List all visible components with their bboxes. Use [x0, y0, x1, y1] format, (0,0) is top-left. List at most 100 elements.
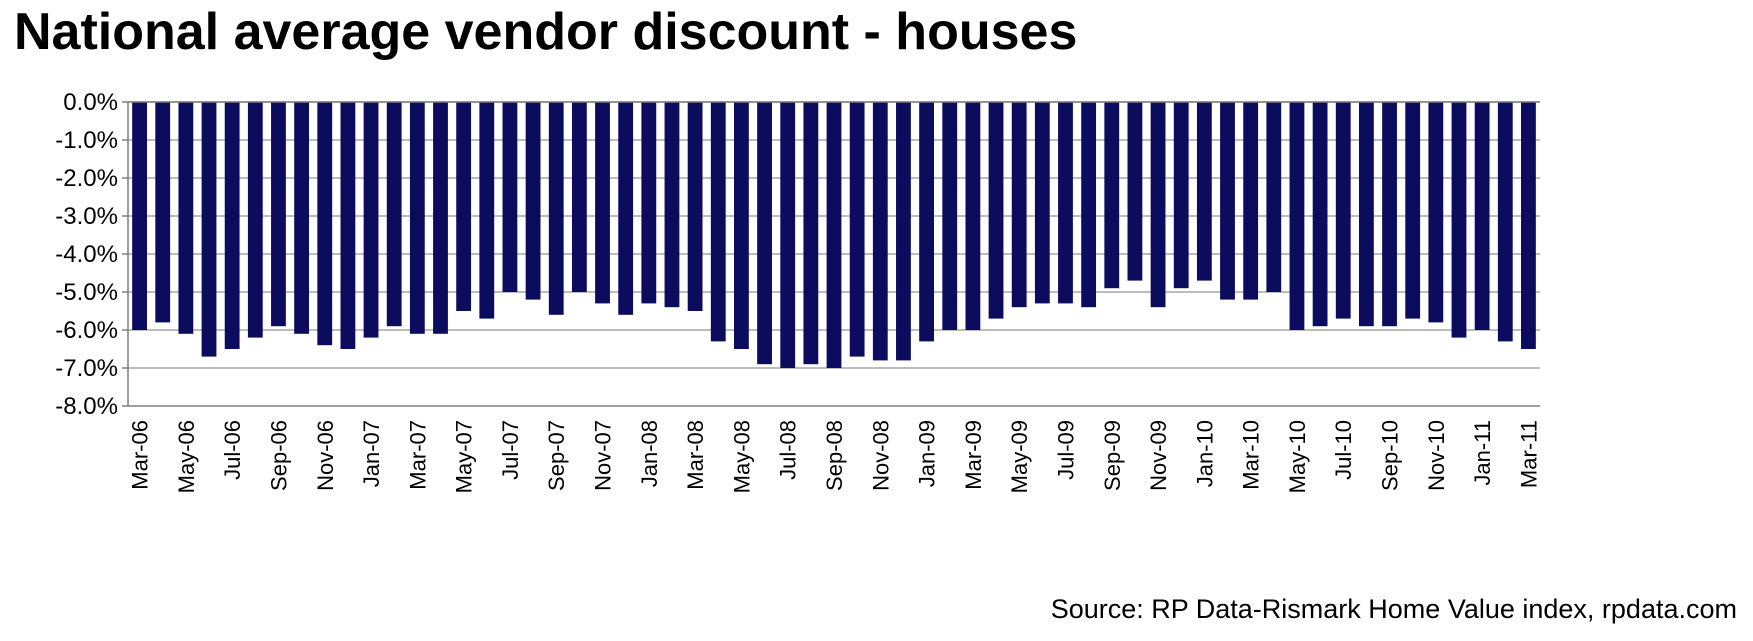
x-tick-label: Nov-10 [1424, 420, 1449, 491]
bar [710, 102, 726, 342]
bar [386, 102, 402, 327]
bar [294, 102, 310, 334]
x-tick-label: May-07 [452, 420, 477, 493]
bar [664, 102, 680, 308]
x-tick-label: Sep-10 [1378, 420, 1403, 491]
bar [1358, 102, 1374, 327]
x-tick-label: May-10 [1285, 420, 1310, 493]
x-tick-label: Mar-09 [961, 420, 986, 490]
x-tick-label: Sep-07 [544, 420, 569, 491]
y-tick-label: -8.0% [55, 393, 118, 420]
bar [872, 102, 888, 361]
y-tick-label: -4.0% [55, 241, 118, 268]
y-tick-label: -1.0% [55, 127, 118, 154]
x-tick-label: Jul-06 [220, 420, 245, 480]
bar [571, 102, 587, 292]
x-tick-label: Jul-08 [776, 420, 801, 480]
bar [826, 102, 842, 368]
x-tick-label: May-09 [1007, 420, 1032, 493]
x-axis-tick-labels: Mar-06 May-06 Jul-06 Sep-06 Nov-06 Jan-07 Mar-… [128, 420, 1542, 493]
bar [1428, 102, 1444, 323]
bar [456, 102, 472, 311]
x-tick-label: Sep-09 [1100, 420, 1125, 491]
bar [155, 102, 171, 323]
bar [942, 102, 958, 330]
bar [1312, 102, 1328, 327]
bar [224, 102, 240, 349]
x-tick-label: Mar-11 [1516, 420, 1541, 488]
bar [1289, 102, 1305, 330]
bar [1405, 102, 1421, 319]
bar [363, 102, 379, 338]
bar [1497, 102, 1513, 342]
bar [734, 102, 749, 349]
x-tick-label: Jan-10 [1192, 420, 1217, 487]
x-tick-label: Sep-08 [822, 420, 847, 491]
bar [340, 102, 356, 349]
bar [687, 102, 703, 311]
bar [849, 102, 865, 357]
y-tick-label: 0.0% [63, 89, 118, 116]
bar [317, 102, 333, 346]
y-tick-label: -7.0% [55, 355, 118, 382]
x-tick-label: Jul-09 [1053, 420, 1078, 480]
y-tick-label: -5.0% [55, 279, 118, 306]
x-tick-label: Nov-07 [591, 420, 616, 491]
bar [1382, 102, 1397, 327]
x-tick-label: May-08 [729, 420, 754, 493]
x-tick-label: Jul-07 [498, 420, 523, 480]
bar [1104, 102, 1120, 289]
bar [1127, 102, 1143, 281]
bar [1196, 102, 1212, 281]
chart-title: National average vendor discount - house… [14, 3, 1078, 61]
bar [201, 102, 217, 357]
x-tick-label: Mar-06 [128, 420, 153, 490]
x-tick-label: Jan-07 [359, 420, 384, 487]
bar [479, 102, 495, 319]
x-tick-label: Mar-10 [1239, 420, 1264, 490]
bar [988, 102, 1004, 319]
axes [122, 101, 1540, 407]
y-tick-label: -2.0% [55, 165, 118, 192]
bar [1335, 102, 1351, 319]
x-tick-label: Sep-06 [266, 420, 291, 491]
bar [178, 102, 194, 334]
x-tick-label: Mar-08 [683, 420, 708, 490]
bar [757, 102, 772, 365]
bar [1081, 102, 1097, 308]
bar [618, 102, 634, 315]
x-tick-label: Mar-07 [405, 420, 430, 490]
bar [271, 102, 286, 327]
bar [1451, 102, 1467, 338]
bar [780, 102, 796, 368]
x-tick-label: Jan-09 [915, 420, 940, 487]
bar [1173, 102, 1189, 289]
bar [525, 102, 541, 300]
bar [132, 102, 147, 330]
x-tick-label: May-06 [174, 420, 199, 493]
x-tick-label: Nov-06 [313, 420, 338, 491]
bar [409, 102, 425, 334]
bar [1474, 102, 1490, 330]
bar [548, 102, 564, 315]
bars [132, 102, 1536, 368]
bar [896, 102, 911, 361]
x-tick-label: Nov-09 [1146, 420, 1171, 491]
y-tick-label: -3.0% [55, 203, 118, 230]
x-tick-label: Jan-08 [637, 420, 662, 487]
x-tick-label: Jan-11 [1470, 420, 1495, 486]
bar [965, 102, 981, 330]
bar [1150, 102, 1166, 308]
y-axis-tick-labels: 0.0% -1.0% -2.0% -3.0% -4.0% -5.0% -6.0% -7.0% -… [55, 89, 118, 420]
bar [1220, 102, 1235, 300]
bar [1266, 102, 1282, 292]
bar [641, 102, 657, 304]
y-tick-label: -6.0% [55, 317, 118, 344]
bar [502, 102, 518, 292]
x-tick-label: Jul-10 [1331, 420, 1356, 480]
bar [803, 102, 819, 365]
bar [919, 102, 934, 342]
bar [595, 102, 610, 304]
bar [247, 102, 263, 338]
